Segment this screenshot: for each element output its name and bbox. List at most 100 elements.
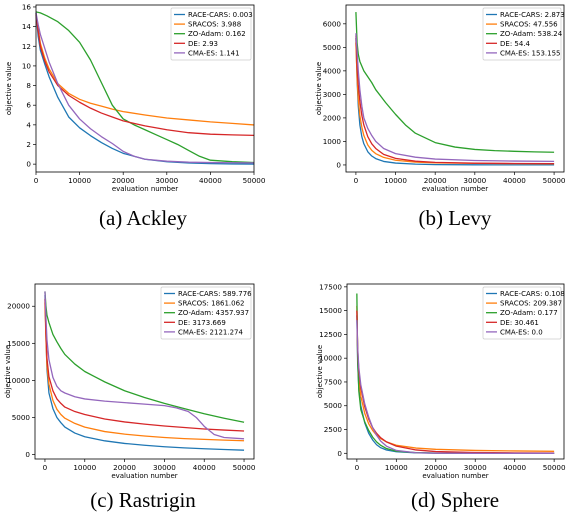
x-tick-label: 0 [354,176,359,185]
y-tick-label: 0 [336,160,341,169]
y-tick-label: 20000 [7,302,30,311]
legend-entry: ZO-Adam: 0.177 [500,309,558,317]
legend-entry: DE: 2.93 [188,40,218,48]
chart-panel-1: 0 10000 20000 30000 40000 50000 0 2 4 6 8 10 12 14 16 e… [5,2,266,230]
series-line-zo-adam-538-24 [355,12,555,153]
x-tick-label: 40000 [199,176,222,185]
y-tick-label: 2 [26,140,31,149]
x-tick-label: 30000 [153,463,176,472]
legend-box [160,286,252,340]
x-tick-label: 30000 [155,176,178,185]
panel-caption: (a) Ackley [99,206,188,230]
series-line-sracos-3-988 [35,13,255,126]
legend-entry: CMA-ES: 0.0 [500,328,543,336]
y-tick-label: 0 [25,450,30,459]
series-line-de-54-4 [355,35,555,165]
x-tick-label: 20000 [424,463,447,472]
x-tick-label: 0 [34,176,39,185]
x-tick-label: 40000 [503,176,526,185]
legend-entry: RACE-CARS: 0.108 [500,290,565,298]
y-tick-label: 15000 [7,339,30,348]
y-tick-label: 2000 [323,113,342,122]
panel-caption: (d) Sphere [411,488,499,512]
y-tick-label: 10 [22,61,32,70]
y-tick-label: 8 [26,81,31,90]
y-tick-label: 15000 [319,306,342,315]
legend-entry: RACE-CARS: 2.873 [500,11,565,19]
legend-entry: ZO-Adam: 538.24 [500,30,563,38]
x-tick-label: 10000 [384,176,407,185]
legend-entry: RACE-CARS: 589.776 [178,290,252,298]
y-tick-label: 10000 [319,354,342,363]
x-tick-label: 20000 [112,176,135,185]
chart-panel-3: 0 10000 20000 30000 40000 50000 0 5000 10000 1500… [4,283,256,512]
legend-entry: SRACOS: 47.556 [500,21,558,29]
y-tick-label: 2500 [324,425,343,434]
series-line-sracos-1861-062 [44,302,245,442]
series-line-de-2-93 [35,14,255,137]
legend-entry: DE: 30.461 [500,319,539,327]
plot-frame [346,283,565,460]
x-tick-label: 50000 [243,176,266,185]
y-tick-label: 16 [22,2,32,11]
x-axis-label: evaluation number [111,472,177,480]
y-tick-label: 4000 [323,66,342,75]
series-line-race-cars-0-003 [35,12,255,165]
x-tick-label: 50000 [543,176,566,185]
series-line-sracos-209-387 [356,305,555,452]
x-tick-label: 30000 [463,176,486,185]
legend-box [170,7,252,61]
legend-box [482,286,562,340]
x-tick-label: 0 [355,463,360,472]
legend-entry: SRACOS: 1861.062 [178,300,245,308]
y-tick-label: 0 [337,449,342,458]
legend-entry: CMA-ES: 1.141 [188,49,240,57]
y-tick-label: 0 [26,160,31,169]
x-tick-label: 20000 [424,176,447,185]
chart-panel-2: 0 10000 20000 30000 40000 50000 0 1000 2000 3000 4… [315,4,566,230]
x-tick-label: 20000 [113,463,136,472]
series-line-race-cars-589-776 [44,295,245,451]
y-tick-label: 5000 [324,401,343,410]
x-tick-label: 10000 [73,463,96,472]
legend-entry: ZO-Adam: 0.162 [188,30,246,38]
x-tick-label: 50000 [543,463,566,472]
y-tick-label: 6 [26,101,31,110]
legend-entry: RACE-CARS: 0.003 [188,11,253,19]
series-line-cma-es-2121-274 [44,291,245,440]
y-tick-label: 12 [22,42,31,51]
plot-frame [35,4,255,173]
series-line-de-3173-669 [44,298,245,432]
series-line-race-cars-2-873 [355,37,555,166]
series-line-cma-es-0-0 [356,320,555,454]
chart-panel-4: 0 10000 20000 30000 40000 50000 0 2500 5000 7500 1… [316,282,566,512]
y-tick-label: 5000 [12,413,31,422]
x-tick-label: 40000 [503,463,526,472]
series-line-cma-es-153-155 [355,33,555,162]
x-axis-label: evaluation number [422,472,488,480]
y-tick-label: 12500 [319,330,342,339]
x-tick-label: 10000 [385,463,408,472]
panel-caption: (b) Levy [419,206,492,230]
y-tick-label: 3000 [323,90,342,99]
y-tick-label: 4 [26,120,31,129]
legend-entry: CMA-ES: 153.155 [500,49,560,57]
legend-entry: SRACOS: 3.988 [188,21,241,29]
plot-frame [345,4,565,173]
x-tick-label: 0 [43,463,48,472]
y-axis-label: objective value [315,62,323,115]
x-tick-label: 40000 [193,463,216,472]
legend-entry: DE: 54.4 [500,40,531,48]
y-tick-label: 7500 [324,377,343,386]
x-tick-label: 50000 [233,463,256,472]
y-tick-label: 10000 [7,376,30,385]
y-tick-label: 17500 [319,282,342,291]
y-axis-label: objective value [316,345,324,398]
y-axis-label: objective value [5,62,13,115]
y-tick-label: 5000 [323,43,342,52]
y-axis-label: objective value [4,345,12,398]
y-tick-label: 14 [22,22,32,31]
legend-entry: CMA-ES: 2121.274 [178,328,243,336]
x-axis-label: evaluation number [112,185,178,193]
x-axis-label: evaluation number [422,185,488,193]
